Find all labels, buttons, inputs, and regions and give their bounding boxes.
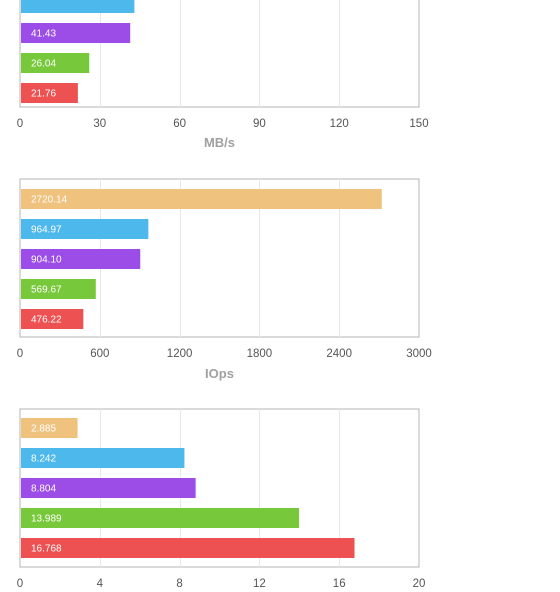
iops-tick-label: 3000 bbox=[406, 348, 432, 360]
iops-tick-label: 0 bbox=[17, 348, 23, 360]
mbps-bar bbox=[21, 83, 78, 103]
iops-bar bbox=[21, 219, 149, 239]
latency-tick-label: 8 bbox=[176, 578, 182, 590]
latency-bar bbox=[21, 448, 185, 468]
iops-tick-label: 1200 bbox=[167, 348, 193, 360]
mbps-tick-label: 0 bbox=[17, 118, 23, 130]
mbps-bar-label: 26.04 bbox=[31, 59, 56, 70]
mbps-tick-label: 150 bbox=[409, 118, 428, 130]
latency-bar-label: 16.768 bbox=[31, 544, 62, 555]
mbps-bar-label: 41.43 bbox=[31, 29, 56, 40]
mbps-tick-label: 120 bbox=[330, 118, 349, 130]
latency-bar bbox=[21, 538, 355, 558]
iops-bar-label: 964.97 bbox=[31, 225, 62, 236]
latency-bar-label: 8.242 bbox=[31, 454, 56, 465]
iops-tick-label: 600 bbox=[90, 348, 109, 360]
iops-bar bbox=[21, 189, 382, 209]
mbps-chart: 41.43 26.04 21.76 0 30 60 90 120 150 MB/s bbox=[17, 0, 429, 150]
iops-tick-label: 1800 bbox=[247, 348, 273, 360]
latency-bar-label: 2.885 bbox=[31, 424, 56, 435]
mbps-tick-label: 60 bbox=[173, 118, 186, 130]
mbps-bar bbox=[21, 0, 135, 13]
iops-bar bbox=[21, 309, 84, 329]
mbps-bar-label: 21.76 bbox=[31, 89, 56, 100]
latency-tick-label: 0 bbox=[17, 578, 23, 590]
iops-bar bbox=[21, 249, 141, 269]
mbps-axis-title: MB/s bbox=[204, 135, 235, 150]
latency-bar-label: 8.804 bbox=[31, 484, 56, 495]
latency-bar bbox=[21, 508, 300, 528]
iops-bar-label: 476.22 bbox=[31, 315, 62, 326]
iops-bar-label: 2720.14 bbox=[31, 195, 68, 206]
iops-bar-label: 569.67 bbox=[31, 285, 62, 296]
mbps-bar bbox=[21, 53, 90, 73]
iops-bar-label: 904.10 bbox=[31, 255, 62, 266]
latency-tick-label: 12 bbox=[253, 578, 266, 590]
latency-tick-label: 4 bbox=[97, 578, 104, 590]
iops-chart: 2720.14 964.97 904.10 569.67 476.22 0 600 1200 1… bbox=[17, 178, 432, 381]
latency-bar-label: 13.989 bbox=[31, 514, 62, 525]
mbps-bar bbox=[21, 23, 131, 43]
latency-bar bbox=[21, 418, 78, 438]
iops-tick-label: 2400 bbox=[326, 348, 352, 360]
latency-chart: 2.885 8.242 8.804 13.989 16.768 0 4 8 12 16 20 bbox=[17, 408, 426, 590]
latency-bar bbox=[21, 478, 196, 498]
latency-tick-label: 16 bbox=[333, 578, 346, 590]
iops-axis-title: IOps bbox=[205, 366, 234, 381]
latency-tick-label: 20 bbox=[413, 578, 426, 590]
iops-bar bbox=[21, 279, 96, 299]
mbps-tick-label: 30 bbox=[93, 118, 106, 130]
mbps-tick-label: 90 bbox=[253, 118, 266, 130]
